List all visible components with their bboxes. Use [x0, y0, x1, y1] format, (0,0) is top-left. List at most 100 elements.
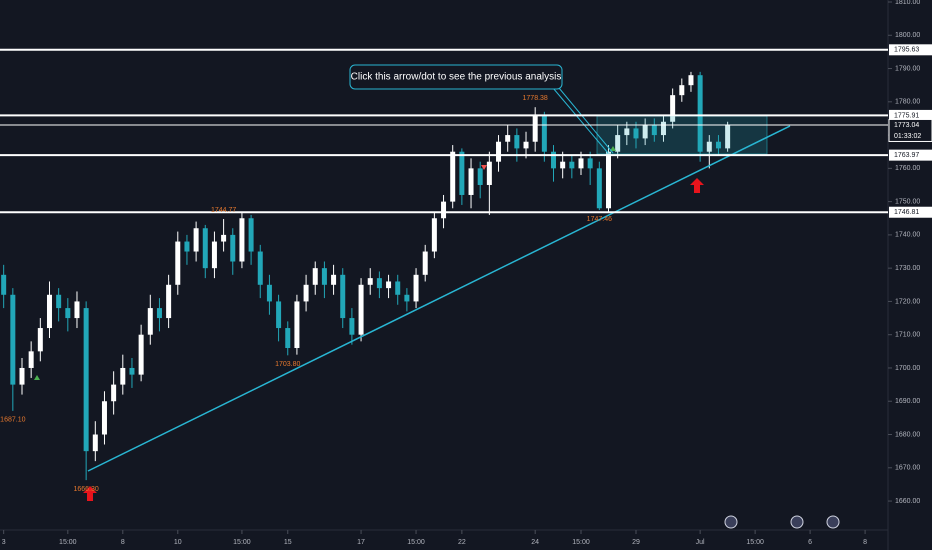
- candle-body: [248, 218, 254, 252]
- candle-body: [441, 201, 447, 219]
- price-annotation: 1666.30: [73, 486, 98, 493]
- level-label: 1763.97: [894, 152, 919, 159]
- callout-text: Click this arrow/dot to see the previous…: [351, 72, 562, 83]
- candle-body: [37, 328, 43, 352]
- callout-pointer: [552, 87, 609, 154]
- candle-body: [605, 151, 611, 209]
- candle-body: [193, 228, 199, 252]
- candle-body: [257, 251, 263, 285]
- candle-body: [715, 141, 721, 149]
- candle-body: [660, 121, 666, 136]
- plot-area: [1, 71, 731, 481]
- candle-body: [596, 168, 602, 209]
- candle-body: [65, 308, 71, 319]
- signal-dot[interactable]: [481, 165, 487, 170]
- y-tick-label: 1710.00: [895, 332, 920, 339]
- candle-body: [578, 158, 584, 169]
- signal-dot[interactable]: [34, 375, 40, 380]
- x-tick-label: 15:00: [746, 539, 764, 546]
- last-price-label: 1773.04: [894, 122, 919, 129]
- candle-body: [615, 135, 621, 152]
- candle-body: [101, 401, 107, 435]
- y-tick-label: 1780.00: [895, 99, 920, 106]
- candle-body: [129, 367, 135, 375]
- candle-body: [156, 308, 162, 319]
- y-tick-label: 1810.00: [895, 0, 920, 6]
- candle-body: [239, 218, 245, 262]
- candle-body: [459, 151, 465, 195]
- price-annotation: 1703.80: [275, 361, 300, 368]
- event-icon[interactable]: [724, 515, 738, 529]
- candle-body: [551, 151, 557, 169]
- candle-body: [303, 284, 309, 302]
- level-label: 1795.63: [894, 47, 919, 54]
- price-annotation: 1778.38: [523, 95, 548, 102]
- callout-pointer: [558, 87, 614, 154]
- event-icons: [724, 515, 840, 529]
- candle-body: [505, 135, 511, 142]
- candle-body: [468, 168, 474, 195]
- candle-body: [587, 158, 593, 169]
- event-icon[interactable]: [790, 515, 804, 529]
- candle-body: [147, 308, 153, 335]
- x-tick-label: 8: [121, 539, 125, 546]
- y-tick-label: 1790.00: [895, 65, 920, 72]
- y-tick-label: 1800.00: [895, 32, 920, 39]
- candle-body: [294, 301, 300, 349]
- candle-body: [697, 75, 703, 152]
- y-tick-label: 1670.00: [895, 465, 920, 472]
- candle-body: [633, 128, 639, 139]
- level-label-box: [889, 149, 932, 161]
- candle-body: [230, 234, 236, 262]
- up-arrow: [83, 486, 97, 501]
- candle-body: [404, 294, 410, 302]
- candle-body: [477, 168, 483, 185]
- candle-body: [679, 85, 685, 96]
- candle-body: [221, 234, 227, 242]
- candle-body: [202, 228, 208, 269]
- x-tick-label: Jul: [696, 539, 705, 546]
- x-tick-label: 15:00: [572, 539, 590, 546]
- candle-body: [395, 281, 401, 295]
- candle-body: [514, 135, 520, 149]
- y-tick-label: 1740.00: [895, 232, 920, 239]
- event-icon[interactable]: [826, 515, 840, 529]
- x-tick-label: 15: [284, 539, 292, 546]
- candle-body: [450, 151, 456, 202]
- countdown-label: 01:33:02: [894, 133, 921, 140]
- up-arrow: [690, 178, 704, 193]
- candle-body: [138, 334, 144, 375]
- candle-body: [340, 274, 346, 319]
- candle-body: [1, 274, 7, 295]
- candle-body: [276, 301, 282, 329]
- candle-body: [688, 75, 694, 86]
- y-tick-label: 1750.00: [895, 198, 920, 205]
- x-tick-label: 6: [808, 539, 812, 546]
- candle-body: [266, 284, 272, 302]
- candle-body: [367, 278, 373, 285]
- candle-body: [46, 294, 52, 329]
- x-tick-label: 15:00: [407, 539, 425, 546]
- candle-body: [175, 241, 181, 285]
- x-tick-label: 15:00: [233, 539, 251, 546]
- y-tick-label: 1700.00: [895, 365, 920, 372]
- candle-body: [642, 125, 648, 139]
- candle-body: [83, 308, 89, 452]
- candle-body: [376, 278, 382, 289]
- x-tick-label: 24: [531, 539, 539, 546]
- candle-body: [560, 161, 566, 169]
- level-label-box: [889, 109, 932, 121]
- range-box: [596, 115, 768, 155]
- candle-body: [111, 384, 117, 402]
- candle-body: [496, 141, 502, 162]
- y-tick-label: 1730.00: [895, 265, 920, 272]
- y-tick-label: 1760.00: [895, 165, 920, 172]
- x-tick-label: 15:00: [59, 539, 77, 546]
- candle-body: [413, 274, 419, 302]
- signal-dot[interactable]: [610, 146, 616, 151]
- x-tick-label: 17: [357, 539, 365, 546]
- y-tick-label: 1690.00: [895, 398, 920, 405]
- candle-body: [486, 161, 492, 185]
- level-label-box: [889, 44, 932, 56]
